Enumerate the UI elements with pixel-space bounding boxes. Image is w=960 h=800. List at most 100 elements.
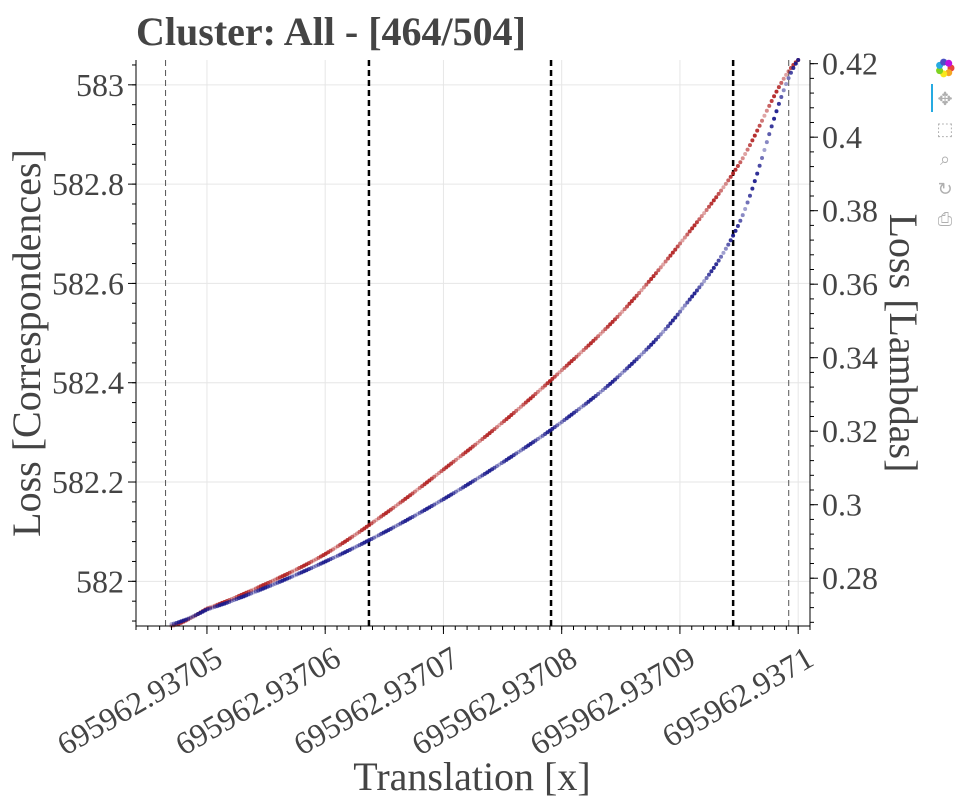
box-zoom-tool-icon: ⬚ [936,119,953,140]
scatter-point [726,178,731,183]
scatter-point [330,547,335,552]
scatter-point [678,241,683,246]
scatter-point [608,322,613,327]
scatter-point [666,256,671,261]
scatter-point [646,345,651,350]
scatter-point [535,437,540,442]
y-right-tick-label: 0.28 [822,560,878,596]
y-left-tick-label: 582.4 [52,365,124,401]
scatter-point [714,262,719,267]
scatter-point [721,250,726,255]
scatter-point [473,442,478,447]
y-right-tick-label: 0.34 [822,340,878,376]
scatter-point [637,354,642,359]
scatter-point [412,513,417,518]
scatter-point [733,167,738,172]
scatter-point [453,457,458,462]
scatter-point [680,238,685,243]
scatter-point [656,268,661,273]
pan-tool-button[interactable]: ✥ [931,84,953,112]
scatter-point [658,332,663,337]
scatter-point [776,85,781,90]
scatter-point [663,327,668,332]
scatter-point [311,564,316,569]
scatter-point [719,254,724,259]
scatter-point [735,223,740,228]
scatter-point [706,272,711,277]
y-axis-left-label: Loss [Correspondences] [4,149,49,537]
scatter-point [704,275,709,280]
scatter-point [188,615,193,620]
scatter-point [690,226,695,231]
bokeh-logo-icon [936,58,955,78]
y-left-tick-label: 582.2 [52,464,124,500]
scatter-point [289,569,294,574]
scatter-point [757,163,762,168]
scatter-point [393,504,398,509]
scatter-point [494,464,499,469]
scatter-point [634,293,639,298]
scatter-point [764,140,769,145]
scatter-point [752,179,757,184]
scatter-point [781,76,786,81]
scatter-point [796,58,801,62]
scatter-point [784,72,789,77]
logo-petal [945,59,953,67]
scatter-point [646,279,651,284]
scatter-point [774,109,779,114]
scatter-point [249,588,254,593]
scatter-point [535,389,540,394]
scatter-point [663,259,668,264]
save-tool-icon: ⎙ [938,209,953,230]
scatter-point [309,566,314,571]
plot-area[interactable] [136,58,810,628]
scatter-point [494,425,499,430]
scatter-point [666,324,671,329]
scatter-point [576,407,581,412]
pan-tool-icon: ✥ [937,89,952,110]
scatter-point [772,94,777,99]
scatter-point [516,449,521,454]
scatter-point [311,558,316,563]
scatter-point [728,174,733,179]
scatter-point [412,489,417,494]
scatter-point [639,288,644,293]
scatter-point [699,214,704,219]
scatter-point [350,546,355,551]
scatter-point [791,65,796,70]
y-left-tick-label: 583 [76,67,124,103]
scatter-point [757,123,762,128]
scatter-point [755,171,760,176]
scatter-point [270,582,275,587]
scatter-point [651,340,656,345]
scatter-point [309,559,314,564]
scatter-point [697,217,702,222]
scatter-point [644,347,649,352]
scatter-point [227,599,232,604]
y-right-tick-label: 0.4 [822,119,862,155]
scatter-point [769,124,774,129]
scatter-point [673,247,678,252]
scatter-point [745,200,750,205]
toolbar: ✥ ⬚ ⌕ ↻ ⎙ [931,58,955,230]
vertical-markers [165,60,790,626]
scatter-point [670,318,675,323]
scatter-point [762,148,767,153]
plot-background [136,60,810,626]
wheel-zoom-tool-button[interactable]: ⌕ [940,149,950,170]
scatter-point [617,312,622,317]
reset-tool-button[interactable]: ↻ [937,179,952,200]
y-left-tick-label: 582 [76,563,124,599]
scatter-point [514,408,519,413]
save-tool-button[interactable]: ⎙ [938,209,953,230]
scatter-point [270,578,275,583]
scatter-point [704,207,709,212]
scatter-point [649,342,654,347]
scatter-point [576,352,581,357]
bokeh-logo-button[interactable] [936,58,955,78]
box-zoom-tool-button[interactable]: ⬚ [936,119,953,140]
scatter-point [656,335,661,340]
scatter-point [641,350,646,355]
scatter-point [767,103,772,108]
